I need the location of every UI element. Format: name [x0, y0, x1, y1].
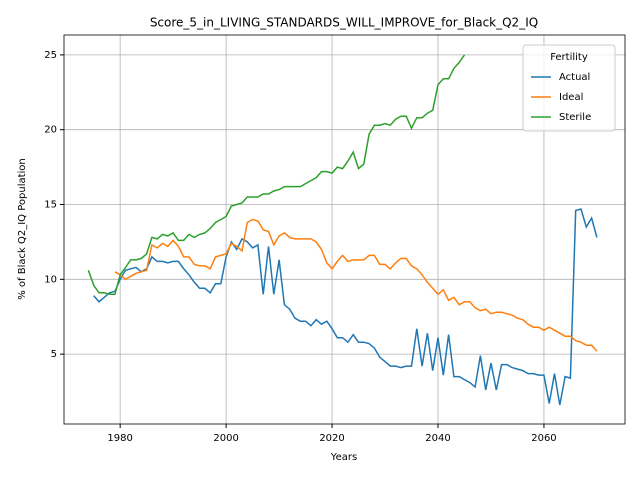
legend-label: Actual: [559, 72, 590, 83]
y-tick-label: 25: [44, 50, 57, 61]
x-tick-label: 2000: [213, 433, 238, 444]
x-tick-label: 2060: [531, 433, 556, 444]
y-axis-label: % of Black Q2_IQ Population: [17, 158, 28, 300]
x-tick-label: 2040: [425, 433, 450, 444]
legend-label: Ideal: [559, 92, 583, 103]
chart-title: Score_5_in_LIVING_STANDARDS_WILL_IMPROVE…: [150, 16, 538, 30]
x-tick-label: 2020: [319, 433, 344, 444]
line-series: [114, 218, 598, 352]
x-axis-label: Years: [330, 452, 357, 463]
line-series: [87, 54, 466, 296]
y-tick-label: 15: [44, 200, 57, 211]
legend-title: Fertility: [550, 52, 588, 63]
line-series: [93, 208, 598, 406]
x-tick-label: 1980: [107, 433, 132, 444]
y-tick-label: 5: [51, 349, 57, 360]
legend-box: [522, 44, 616, 132]
y-tick-label: 10: [44, 274, 57, 285]
legend-label: Sterile: [559, 112, 591, 123]
y-tick-label: 20: [44, 125, 57, 136]
plot-frame: [63, 34, 626, 425]
